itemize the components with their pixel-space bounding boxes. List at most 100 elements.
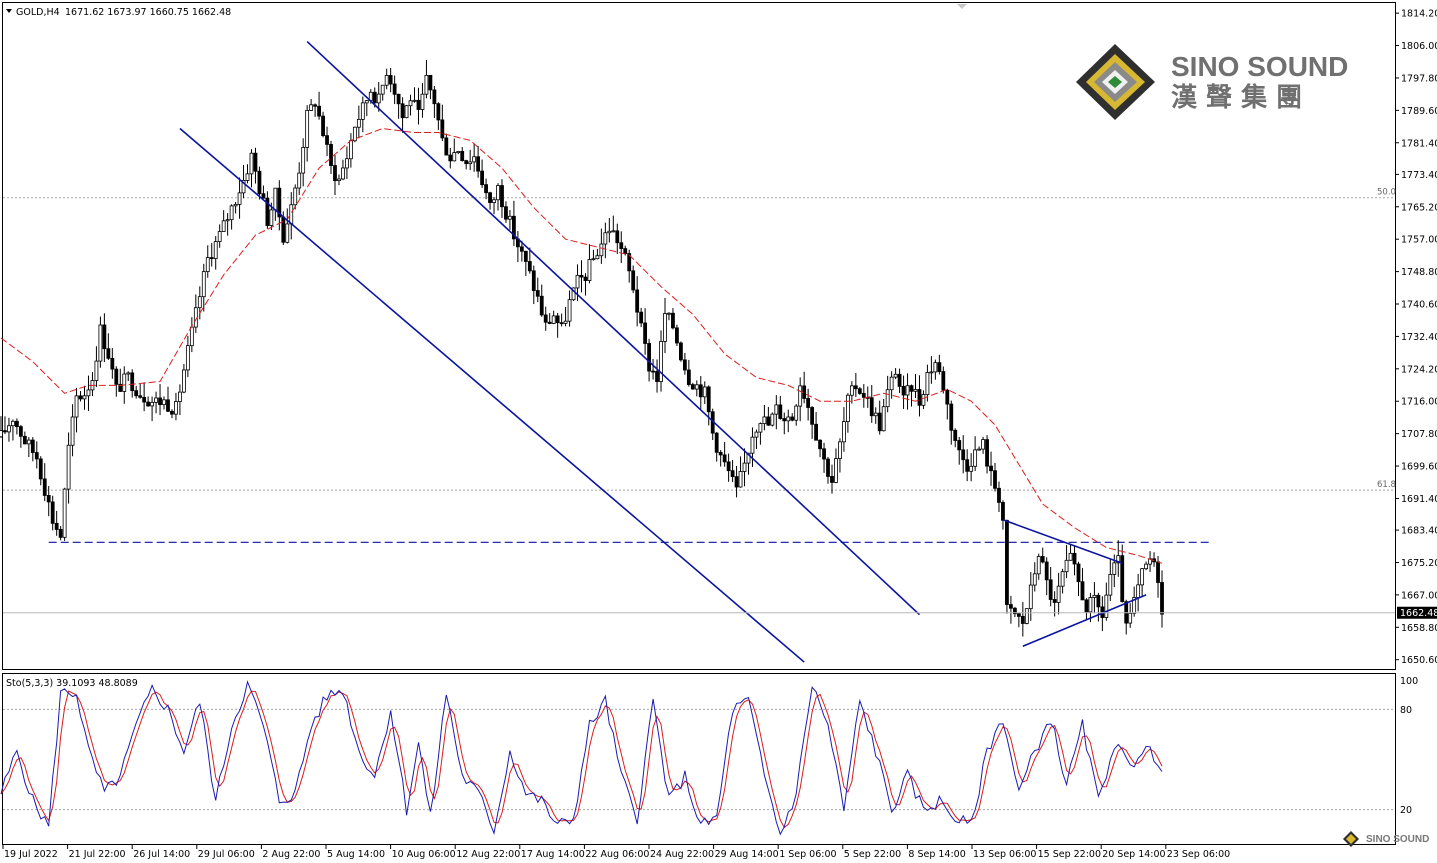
candle-body: [758, 423, 763, 433]
trendline[interactable]: [306, 41, 921, 616]
candle-body: [396, 93, 401, 105]
candle-body: [571, 287, 576, 301]
candle-body: [94, 360, 99, 381]
candle-body: [686, 369, 691, 385]
candle-body: [1036, 556, 1041, 575]
trendline[interactable]: [179, 127, 805, 663]
candle-body: [54, 522, 59, 530]
candle-body: [257, 170, 262, 195]
candle-body: [877, 412, 882, 432]
price-label: 1667.00: [1401, 590, 1437, 601]
candle-body: [114, 368, 119, 385]
candle-body: [702, 386, 707, 398]
candle-body: [432, 89, 437, 105]
price-label: 1797.80: [1401, 73, 1437, 84]
candle-body: [973, 449, 978, 467]
candle-body: [937, 362, 942, 372]
candle-body: [181, 369, 186, 393]
reference-lines: [3, 197, 1395, 543]
time-label: 22 Aug 06:00: [585, 849, 649, 860]
candle-body: [527, 261, 532, 272]
trendlines[interactable]: [179, 41, 1147, 663]
candle-body: [694, 384, 699, 390]
candle-body: [468, 161, 473, 165]
time-label: 23 Sep 06:00: [1167, 849, 1230, 860]
candle-body: [237, 192, 242, 205]
candle-body: [1060, 571, 1065, 587]
stoch-level-100: 100: [1400, 676, 1418, 687]
candle-body: [734, 476, 739, 488]
time-label: 1 Sep 06:00: [779, 849, 836, 860]
small-logo-text: SINO SOUND: [1366, 834, 1429, 845]
candle-body: [929, 371, 934, 374]
candle-body: [1160, 582, 1164, 615]
candle-body: [86, 389, 91, 397]
time-axis: 19 Jul 2022 21 Jul 22:00 26 Jul 14:00 29 Ju…: [2, 845, 1230, 860]
candle-body: [981, 439, 985, 450]
candle-body: [989, 465, 993, 472]
candle-body: [671, 312, 675, 329]
candle-body: [317, 105, 321, 117]
candle-body: [730, 470, 735, 478]
candle-body: [452, 152, 457, 162]
candle-body: [424, 74, 429, 95]
stochastic-levels: [3, 708, 1395, 811]
scroll-shift-marker[interactable]: [957, 4, 967, 9]
candle-body: [738, 471, 743, 488]
candle-body: [464, 160, 469, 165]
candle-body: [134, 390, 139, 397]
indicator-pane-frame: [2, 673, 1396, 845]
candle-body: [62, 488, 67, 538]
moving-average-line: [0, 127, 1163, 564]
candle-body: [22, 435, 27, 445]
candle-body: [1096, 594, 1101, 608]
candle-body: [341, 167, 345, 180]
candle-body: [857, 388, 862, 394]
candle-body: [746, 452, 751, 464]
candle-body: [1001, 502, 1005, 521]
candle-body: [404, 105, 409, 119]
candle-body: [539, 295, 544, 316]
candle-body: [885, 389, 890, 408]
candle-body: [1140, 568, 1145, 586]
candle-body: [838, 441, 842, 460]
candle-body: [802, 385, 807, 399]
trendline[interactable]: [1002, 519, 1123, 565]
time-label: 21 Jul 22:00: [69, 849, 126, 860]
price-label: 1773.40: [1401, 170, 1437, 181]
candle-body: [66, 444, 71, 490]
candle-body: [130, 372, 135, 392]
candle-body: [830, 476, 834, 483]
candle-body: [1052, 599, 1057, 603]
price-label: 1699.60: [1401, 462, 1437, 473]
candle-body: [197, 296, 202, 309]
candle-body: [281, 216, 286, 243]
candle-body: [1064, 559, 1069, 573]
candle-body: [412, 99, 417, 102]
candle-body: [635, 289, 640, 313]
candle-body: [925, 372, 930, 395]
stochastic-main-line: [0, 680, 1163, 836]
symbol-menu-icon[interactable]: [6, 9, 12, 13]
candle-body: [555, 315, 560, 324]
candle-body: [1084, 599, 1089, 613]
price-label: 1781.40: [1401, 138, 1437, 149]
candle-body: [158, 397, 162, 405]
candle-body: [583, 276, 588, 281]
candle-body: [26, 439, 31, 445]
symbol-label: GOLD,H4: [16, 7, 60, 18]
candle-body: [400, 103, 405, 119]
candle-body: [352, 126, 357, 142]
candle-body: [1020, 615, 1025, 624]
candle-body: [189, 326, 194, 347]
trendline[interactable]: [1022, 594, 1147, 648]
candle-body: [619, 242, 624, 249]
time-label: 20 Sep 14:00: [1102, 849, 1165, 860]
candle-body: [591, 258, 596, 261]
candle-body: [551, 315, 556, 324]
candle-body: [945, 389, 950, 405]
candle-body: [1056, 585, 1061, 603]
candle-body: [392, 83, 397, 95]
candle-body: [901, 385, 906, 396]
candle-body: [472, 156, 477, 163]
